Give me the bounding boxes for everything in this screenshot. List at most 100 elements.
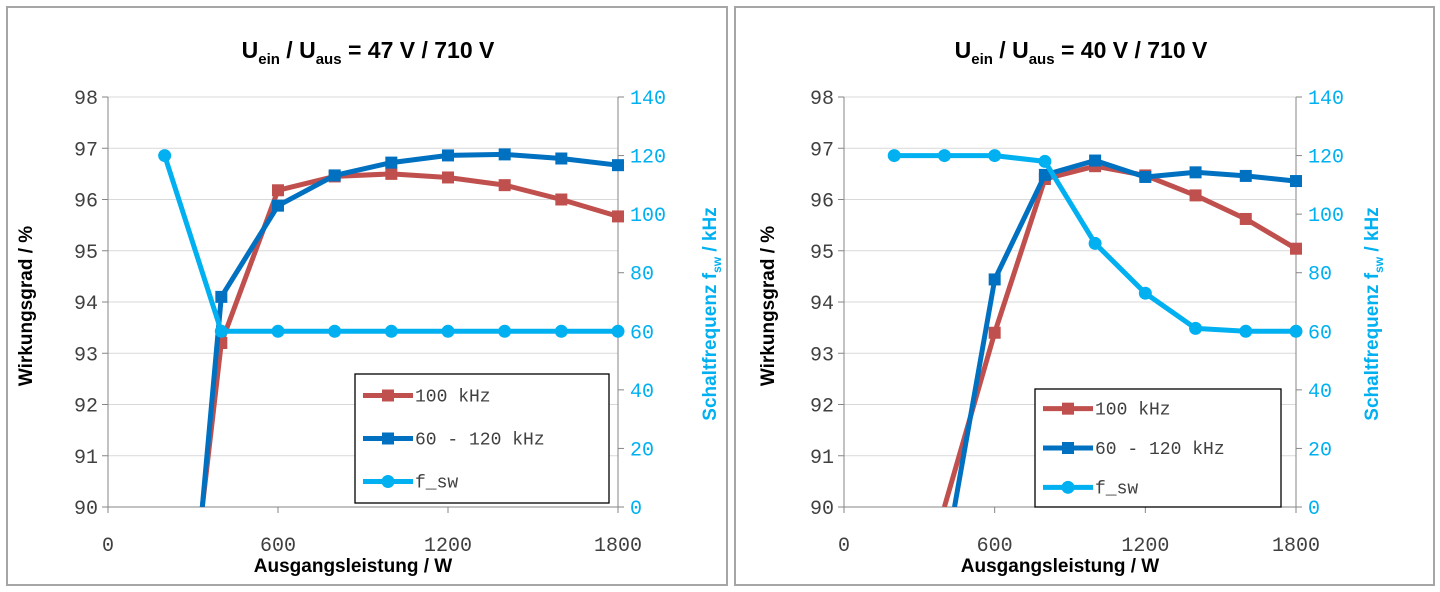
y-tick-label: 95: [810, 242, 834, 265]
title-subscript: ein: [971, 51, 993, 68]
data-point: [1139, 170, 1152, 183]
y2-axis-title: Schaltfrequenz fsw / kHz: [700, 207, 724, 420]
y2-tick-label: 100: [630, 205, 666, 228]
y2-tick-label: 40: [1308, 381, 1332, 404]
title-subscript: ein: [258, 51, 280, 68]
efficiency-chart-47v: Uein / Uaus = 47 V / 710 V 90 91 92 93 94 95 96…: [16, 37, 724, 577]
data-point: [328, 169, 341, 182]
y2-title-subscript: sw: [710, 256, 724, 273]
data-point: [555, 152, 568, 165]
y-tick-label: 91: [810, 447, 834, 470]
data-point: [1290, 242, 1302, 255]
x-tick-label: 1200: [424, 535, 472, 558]
data-point: [1189, 189, 1202, 202]
title-segment: / U: [280, 37, 316, 63]
legend: 100 kHz 60 - 120 kHz f_sw: [1034, 388, 1282, 508]
data-point: [1038, 154, 1052, 168]
data-point: [158, 149, 172, 163]
title-subscript: aus: [316, 51, 342, 68]
y2-tick-label: 60: [1308, 322, 1332, 345]
data-point: [611, 324, 625, 338]
data-point: [498, 324, 512, 338]
legend-label: f_sw: [1095, 479, 1138, 499]
y2-tick-label: 20: [1308, 439, 1332, 462]
data-point: [1138, 286, 1152, 300]
legend-label: f_sw: [415, 474, 458, 494]
y2-tick-label: 120: [1308, 147, 1344, 170]
legend-swatch-marker: [1062, 402, 1074, 415]
y-tick-label: 90: [810, 498, 834, 521]
efficiency-chart-40v: Uein / Uaus = 40 V / 710 V 90 91 92 93 94 95 96…: [758, 37, 1386, 577]
y2-tick-label: 80: [1308, 264, 1332, 287]
title-segment: = 47 V / 710 V: [342, 37, 495, 63]
data-point: [1088, 236, 1102, 250]
y-tick-label: 92: [74, 396, 98, 419]
x-tick-label: 600: [977, 535, 1013, 558]
data-point: [988, 326, 1001, 339]
title-segment: = 40 V / 710 V: [1055, 37, 1208, 63]
data-point: [887, 149, 901, 163]
data-point: [385, 167, 398, 180]
legend-swatch-marker: [381, 475, 395, 488]
title-segment: / U: [993, 37, 1029, 63]
data-point: [1189, 166, 1202, 179]
plot-area: [887, 149, 1303, 507]
y2-tick-label: 80: [630, 264, 654, 287]
y2-tick-label: 20: [630, 439, 654, 462]
data-point: [554, 324, 568, 338]
y-tick-label: 98: [810, 88, 834, 111]
y-tick-label: 93: [810, 344, 834, 367]
data-point: [214, 324, 228, 338]
y-tick-label: 91: [74, 447, 98, 470]
y-tick-label: 96: [810, 191, 834, 214]
y2-title-segment: / kHz: [700, 207, 721, 257]
series-line-1: [952, 158, 1297, 507]
x-tick-label: 1200: [1121, 535, 1169, 558]
data-point: [272, 184, 284, 197]
plot-area: [158, 148, 625, 507]
y2-title-segment: / kHz: [1362, 207, 1383, 257]
data-point: [988, 149, 1002, 163]
y-tick-label: 97: [810, 139, 834, 162]
data-point: [1089, 154, 1102, 167]
title-segment: U: [955, 37, 972, 63]
x-axis-title: Ausgangsleistung / W: [254, 556, 453, 577]
y2-tick-label: 120: [630, 147, 666, 170]
y2-tick-label: 40: [630, 381, 654, 404]
series-line-2: [162, 154, 618, 334]
data-point: [1239, 212, 1252, 225]
y-tick-label: 98: [74, 88, 98, 111]
y2-tick-label: 100: [1308, 205, 1344, 228]
data-point: [555, 193, 568, 206]
y2-title-segment: Schaltfrequenz f: [700, 272, 721, 420]
legend: 100 kHz 60 - 120 kHz f_sw: [354, 373, 610, 504]
chart-title: Uein / Uaus = 47 V / 710 V: [242, 37, 495, 68]
y2-tick-label: 140: [630, 88, 666, 111]
data-point: [1038, 168, 1051, 181]
y-tick-label: 92: [810, 396, 834, 419]
x-tick-label: 0: [838, 535, 850, 558]
data-point: [1189, 321, 1203, 335]
y-tick-label: 96: [74, 191, 98, 214]
y2-tick-label: 0: [1308, 498, 1320, 521]
chart-panel-right: Uein / Uaus = 40 V / 710 V 90 91 92 93 94 95 96…: [734, 6, 1435, 586]
data-point: [441, 324, 455, 338]
title-subscript: aus: [1029, 51, 1055, 68]
data-point: [384, 324, 398, 338]
x-tick-label: 0: [102, 535, 114, 558]
data-point: [442, 171, 454, 184]
data-point: [1239, 169, 1252, 182]
data-point: [328, 324, 342, 338]
data-point: [498, 148, 511, 161]
y-tick-label: 97: [74, 139, 98, 162]
y-axis-title: Wirkungsgrad / %: [758, 226, 779, 386]
title-segment: U: [242, 37, 259, 63]
legend-label: 100 kHz: [1095, 401, 1171, 421]
legend-swatch-marker: [1062, 442, 1074, 454]
data-point: [612, 210, 624, 223]
data-point: [498, 179, 511, 192]
data-point: [271, 324, 285, 338]
legend-label: 60 - 120 kHz: [415, 431, 545, 451]
x-tick-label: 1800: [594, 535, 642, 558]
y2-tick-label: 0: [630, 498, 642, 521]
